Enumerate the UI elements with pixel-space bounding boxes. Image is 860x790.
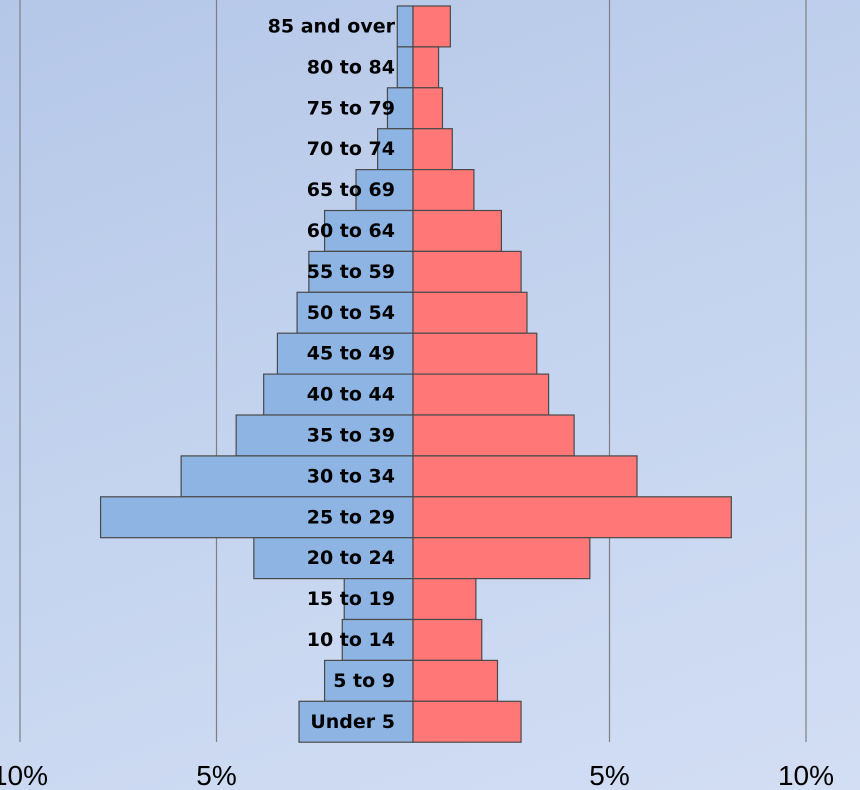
bar-left — [396, 5, 414, 48]
category-label: 30 to 34 — [307, 465, 395, 487]
bar-right — [412, 659, 499, 702]
x-tick-label: 5% — [589, 760, 629, 790]
bar-right — [412, 618, 483, 662]
category-label: 15 to 19 — [307, 588, 395, 610]
x-tick-label: 5% — [196, 760, 236, 790]
bar-right — [412, 455, 638, 498]
bar-left — [323, 659, 414, 702]
bar-right — [412, 700, 522, 743]
bar-left — [343, 577, 414, 621]
category-label: 5 to 9 — [333, 670, 395, 692]
bar-left — [341, 618, 414, 662]
bar-right — [412, 537, 591, 580]
bar-right — [412, 577, 477, 621]
bar-left — [377, 128, 414, 171]
category-label: 35 to 39 — [307, 424, 395, 446]
category-labels: 85 and over 80 to 84 75 to 79 70 to 74 65 to… — [268, 15, 396, 732]
bar-left — [235, 414, 414, 457]
bar-right — [412, 46, 440, 89]
bar-left — [253, 537, 414, 580]
category-label: 55 to 59 — [307, 261, 395, 283]
gridlines — [19, 0, 807, 742]
bar-left — [323, 209, 414, 253]
bar-right — [412, 209, 503, 253]
category-label: 20 to 24 — [307, 547, 395, 569]
category-label: 65 to 69 — [307, 179, 395, 201]
category-label: 75 to 79 — [307, 97, 395, 119]
x-tick-label: 10% — [778, 760, 834, 790]
bar-right — [412, 373, 550, 416]
bar-right — [412, 414, 575, 457]
category-label: 45 to 49 — [307, 343, 395, 365]
bar-right — [412, 332, 538, 375]
x-tick-labels: 10% 5% 5% 10% — [0, 760, 834, 790]
category-label: 80 to 84 — [307, 56, 395, 78]
bar-right — [412, 496, 732, 539]
category-label: 25 to 29 — [307, 506, 395, 528]
category-label: 60 to 64 — [307, 220, 395, 242]
bar-right — [412, 87, 444, 130]
right-bars — [412, 5, 732, 743]
bar-left — [396, 46, 414, 89]
bar-right — [412, 250, 522, 293]
bar-left — [308, 250, 414, 293]
category-label: 10 to 14 — [307, 629, 395, 651]
category-label: Under 5 — [310, 711, 395, 733]
bar-left — [276, 332, 414, 375]
bar-right — [412, 5, 451, 48]
x-tick-label: 10% — [0, 760, 48, 790]
bar-right — [412, 169, 475, 212]
bar-right — [412, 291, 528, 334]
bar-left — [99, 496, 414, 539]
bar-left — [296, 291, 414, 334]
category-label: 50 to 54 — [307, 302, 395, 324]
category-label: 70 to 74 — [307, 138, 395, 160]
category-label: 40 to 44 — [307, 384, 395, 406]
left-bars — [99, 5, 414, 743]
bar-left — [298, 700, 414, 743]
bar-right — [412, 128, 453, 171]
category-label: 85 and over — [268, 15, 396, 37]
bar-left — [180, 455, 414, 498]
